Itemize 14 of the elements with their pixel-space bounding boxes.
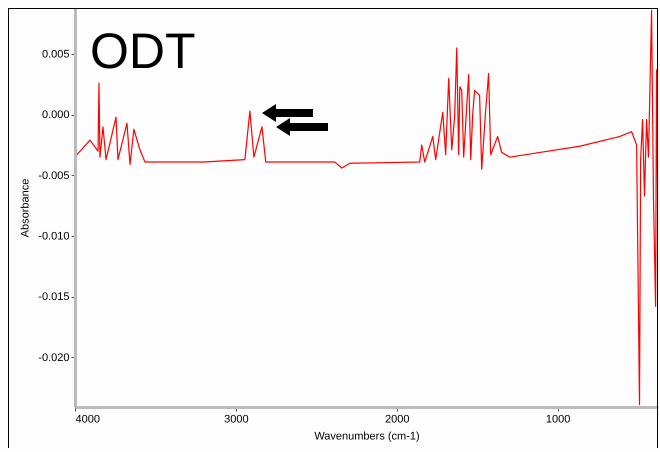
line-series [76, 10, 658, 406]
y-tick-label: -0.010 [38, 230, 70, 242]
x-tick-label: 1000 [546, 414, 570, 426]
y-tick-label: -0.020 [38, 352, 70, 364]
y-tick-label: 0.005 [42, 48, 70, 61]
y-tick-label: 0.000 [42, 109, 70, 122]
x-tick-label: 3000 [224, 414, 249, 426]
x-tick-label: 4000 [76, 414, 100, 426]
y-tick-label: -0.005 [38, 170, 70, 182]
chart-title: ODT [90, 23, 196, 79]
x-tick-label: 2000 [385, 414, 410, 426]
y-tick-label: -0.015 [38, 291, 70, 304]
x-axis-title: Wavenumbers (cm-1) [314, 430, 420, 442]
y-axis-title: Absorbance [19, 178, 32, 238]
